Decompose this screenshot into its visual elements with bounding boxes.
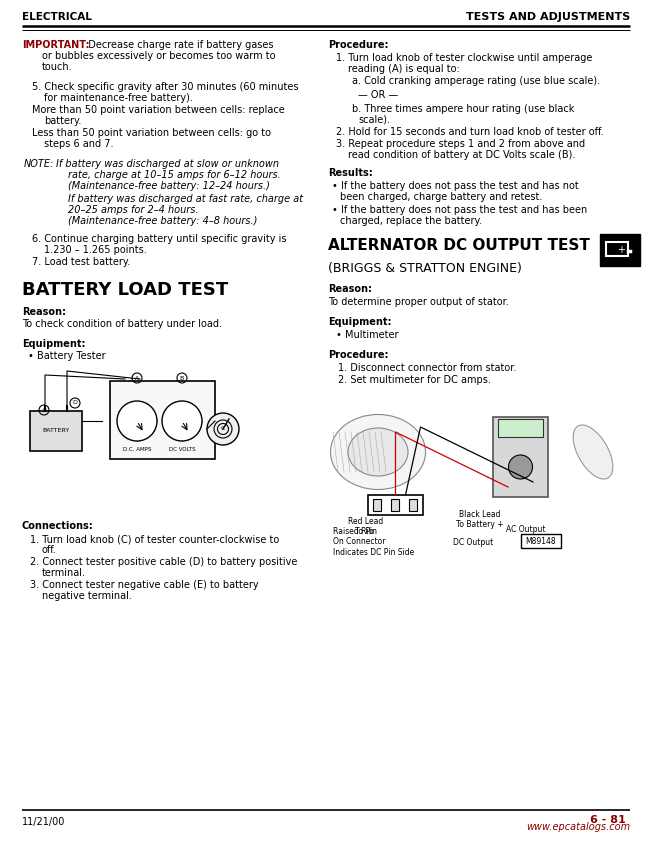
Text: b. Three times ampere hour rating (use black: b. Three times ampere hour rating (use b… <box>352 104 574 114</box>
Text: 2. Hold for 15 seconds and turn load knob of tester off.: 2. Hold for 15 seconds and turn load kno… <box>336 127 603 137</box>
Text: off.: off. <box>42 545 57 555</box>
Bar <box>30 411 82 451</box>
Text: To check condition of battery under load.: To check condition of battery under load… <box>22 319 222 329</box>
Bar <box>521 534 561 548</box>
Bar <box>373 499 381 511</box>
Text: B: B <box>180 376 184 381</box>
Text: A: A <box>135 376 139 381</box>
Circle shape <box>508 455 533 479</box>
Bar <box>493 417 548 497</box>
Text: 5. Check specific gravity after 30 minutes (60 minutes: 5. Check specific gravity after 30 minut… <box>32 82 299 92</box>
Text: negative terminal.: negative terminal. <box>42 591 132 601</box>
Bar <box>498 419 543 437</box>
Text: Less than 50 point variation between cells: go to: Less than 50 point variation between cel… <box>32 128 271 138</box>
Text: scale).: scale). <box>358 115 390 125</box>
Text: ELECTRICAL: ELECTRICAL <box>22 12 92 22</box>
Bar <box>368 495 423 515</box>
Circle shape <box>162 401 202 441</box>
Text: E: E <box>42 408 46 413</box>
Text: D.C. AMPS: D.C. AMPS <box>123 447 151 452</box>
Text: TESTS AND ADJUSTMENTS: TESTS AND ADJUSTMENTS <box>465 12 630 22</box>
Text: (BRIGGS & STRATTON ENGINE): (BRIGGS & STRATTON ENGINE) <box>328 262 522 275</box>
Text: 6. Continue charging battery until specific gravity is: 6. Continue charging battery until speci… <box>32 234 286 244</box>
Ellipse shape <box>348 428 408 476</box>
Text: 2. Connect tester positive cable (D) to battery positive: 2. Connect tester positive cable (D) to … <box>30 557 298 567</box>
Text: steps 6 and 7.: steps 6 and 7. <box>44 139 113 149</box>
Text: 1.230 – 1.265 points.: 1.230 – 1.265 points. <box>44 245 146 255</box>
Text: Procedure:: Procedure: <box>328 40 389 50</box>
Bar <box>391 499 399 511</box>
Text: 1. Disconnect connector from stator.: 1. Disconnect connector from stator. <box>338 363 516 373</box>
Ellipse shape <box>331 414 426 489</box>
Text: 11/21/00: 11/21/00 <box>22 817 65 827</box>
Circle shape <box>207 413 239 445</box>
Text: 7. Load test battery.: 7. Load test battery. <box>32 257 130 267</box>
Text: Equipment:: Equipment: <box>22 339 85 349</box>
Text: Black Lead
To Battery +: Black Lead To Battery + <box>456 510 504 530</box>
Text: Results:: Results: <box>328 168 373 178</box>
Text: BATTERY LOAD TEST: BATTERY LOAD TEST <box>22 281 229 299</box>
Text: or bubbles excessively or becomes too warm to: or bubbles excessively or becomes too wa… <box>42 51 275 61</box>
Text: IMPORTANT:: IMPORTANT: <box>22 40 89 50</box>
Text: 1. Turn load knob (C) of tester counter-clockwise to: 1. Turn load knob (C) of tester counter-… <box>30 534 279 544</box>
Text: ALTERNATOR DC OUTPUT TEST: ALTERNATOR DC OUTPUT TEST <box>328 238 590 253</box>
Text: Connections:: Connections: <box>22 521 94 531</box>
Circle shape <box>117 401 157 441</box>
Bar <box>110 381 215 459</box>
Text: 1. Turn load knob of tester clockwise until amperage: 1. Turn load knob of tester clockwise un… <box>336 53 592 63</box>
Text: • If the battery does not pass the test and has not: • If the battery does not pass the test … <box>332 181 579 191</box>
Text: www.epcatalogs.com: www.epcatalogs.com <box>526 822 630 832</box>
Text: 3. Repeat procedure steps 1 and 2 from above and: 3. Repeat procedure steps 1 and 2 from a… <box>336 139 585 149</box>
Ellipse shape <box>573 425 613 479</box>
Text: charged, replace the battery.: charged, replace the battery. <box>340 216 482 226</box>
Text: terminal.: terminal. <box>42 568 86 578</box>
Text: More than 50 point variation between cells: replace: More than 50 point variation between cel… <box>32 105 284 115</box>
Text: D: D <box>72 401 77 406</box>
Bar <box>409 499 417 511</box>
Text: rate, charge at 10–15 amps for 6–12 hours.: rate, charge at 10–15 amps for 6–12 hour… <box>68 170 281 180</box>
Text: been charged, charge battery and retest.: been charged, charge battery and retest. <box>340 192 542 202</box>
Text: a. Cold cranking amperage rating (use blue scale).: a. Cold cranking amperage rating (use bl… <box>352 76 600 86</box>
Text: reading (A) is equal to:: reading (A) is equal to: <box>348 64 460 74</box>
Text: If battery was discharged at fast rate, charge at: If battery was discharged at fast rate, … <box>68 194 303 204</box>
Text: • If the battery does not pass the test and has been: • If the battery does not pass the test … <box>332 205 587 215</box>
Text: • Multimeter: • Multimeter <box>336 330 398 340</box>
Text: Reason:: Reason: <box>328 284 372 294</box>
Text: C: C <box>221 427 225 431</box>
Text: DC VOLTS: DC VOLTS <box>169 447 195 452</box>
Text: DC Output: DC Output <box>453 538 493 547</box>
Text: If battery was discharged at slow or unknown: If battery was discharged at slow or unk… <box>56 159 279 169</box>
Text: 20–25 amps for 2–4 hours.: 20–25 amps for 2–4 hours. <box>68 205 199 215</box>
Text: for maintenance-free battery).: for maintenance-free battery). <box>44 93 193 103</box>
Text: (Maintenance-free battery: 12–24 hours.): (Maintenance-free battery: 12–24 hours.) <box>68 181 270 191</box>
Text: 3. Connect tester negative cable (E) to battery: 3. Connect tester negative cable (E) to … <box>30 580 258 590</box>
Bar <box>600 234 640 266</box>
Text: touch.: touch. <box>42 62 73 72</box>
Text: Decrease charge rate if battery gases: Decrease charge rate if battery gases <box>82 40 273 50</box>
Text: Equipment:: Equipment: <box>328 317 391 327</box>
Text: BATTERY: BATTERY <box>42 429 70 434</box>
Text: NOTE:: NOTE: <box>24 159 54 169</box>
Text: read condition of battery at DC Volts scale (B).: read condition of battery at DC Volts sc… <box>348 150 575 160</box>
Text: 6 - 81: 6 - 81 <box>590 815 626 825</box>
Text: AC Output: AC Output <box>506 525 546 534</box>
Bar <box>606 242 628 256</box>
Text: M89148: M89148 <box>526 536 557 546</box>
Text: 2. Set multimeter for DC amps.: 2. Set multimeter for DC amps. <box>338 375 491 385</box>
Text: battery.: battery. <box>44 116 81 126</box>
Text: To determine proper output of stator.: To determine proper output of stator. <box>328 297 508 307</box>
Text: +: + <box>617 245 625 255</box>
Text: — OR —: — OR — <box>358 90 398 100</box>
Text: Raised Rib
On Connector
Indicates DC Pin Side: Raised Rib On Connector Indicates DC Pin… <box>333 527 414 557</box>
Text: • Battery Tester: • Battery Tester <box>28 351 105 361</box>
Text: Red Lead
To Pin: Red Lead To Pin <box>348 517 383 536</box>
Text: Procedure:: Procedure: <box>328 350 389 360</box>
Text: (Maintenance-free battery: 4–8 hours.): (Maintenance-free battery: 4–8 hours.) <box>68 216 257 226</box>
Text: Reason:: Reason: <box>22 307 66 317</box>
